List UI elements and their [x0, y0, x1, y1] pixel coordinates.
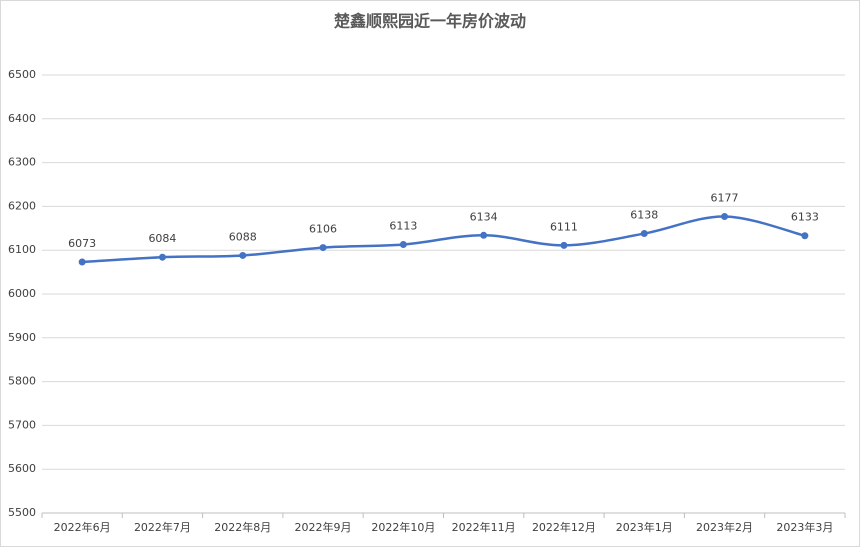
y-tick-label: 5500	[8, 506, 36, 519]
x-tick-label: 2022年12月	[532, 520, 596, 534]
x-tick-label: 2022年8月	[214, 520, 271, 534]
data-label: 6113	[389, 220, 417, 233]
y-tick-label: 6200	[8, 199, 36, 212]
data-label: 6073	[68, 237, 96, 250]
series-marker	[721, 212, 729, 220]
data-label: 6106	[309, 223, 337, 236]
x-tick-label: 2023年3月	[776, 520, 833, 534]
x-tick-label: 2023年2月	[696, 520, 753, 534]
chart-title: 楚鑫顺熙园近一年房价波动	[334, 12, 526, 31]
series-marker	[640, 230, 648, 238]
series-marker	[319, 244, 327, 252]
data-label: 6088	[229, 230, 257, 243]
series-marker	[239, 251, 247, 259]
x-tick-label: 2022年10月	[371, 520, 435, 534]
data-label: 6133	[791, 211, 819, 224]
y-tick-label: 6300	[8, 156, 36, 169]
x-tick-label: 2022年7月	[134, 520, 191, 534]
data-label: 6138	[630, 209, 658, 222]
data-label: 6084	[148, 232, 176, 245]
series-marker	[480, 231, 488, 239]
data-label: 6177	[711, 191, 739, 204]
series-marker	[801, 232, 809, 240]
y-tick-label: 6500	[8, 68, 36, 81]
data-label: 6111	[550, 220, 578, 233]
series-marker	[158, 253, 166, 261]
series-marker	[399, 241, 407, 249]
y-tick-label: 5700	[8, 418, 36, 431]
x-tick-label: 2022年6月	[54, 520, 111, 534]
y-tick-label: 6400	[8, 112, 36, 125]
x-tick-label: 2022年9月	[295, 520, 352, 534]
y-tick-label: 5600	[8, 462, 36, 475]
y-tick-label: 6000	[8, 287, 36, 300]
y-tick-label: 6100	[8, 243, 36, 256]
x-tick-label: 2023年1月	[616, 520, 673, 534]
data-label: 6134	[470, 210, 498, 223]
y-tick-label: 5900	[8, 331, 36, 344]
series-line	[82, 215, 806, 264]
y-tick-label: 5800	[8, 375, 36, 388]
x-tick-label: 2022年11月	[452, 520, 516, 534]
series-marker	[78, 258, 86, 266]
series-marker	[560, 241, 568, 249]
